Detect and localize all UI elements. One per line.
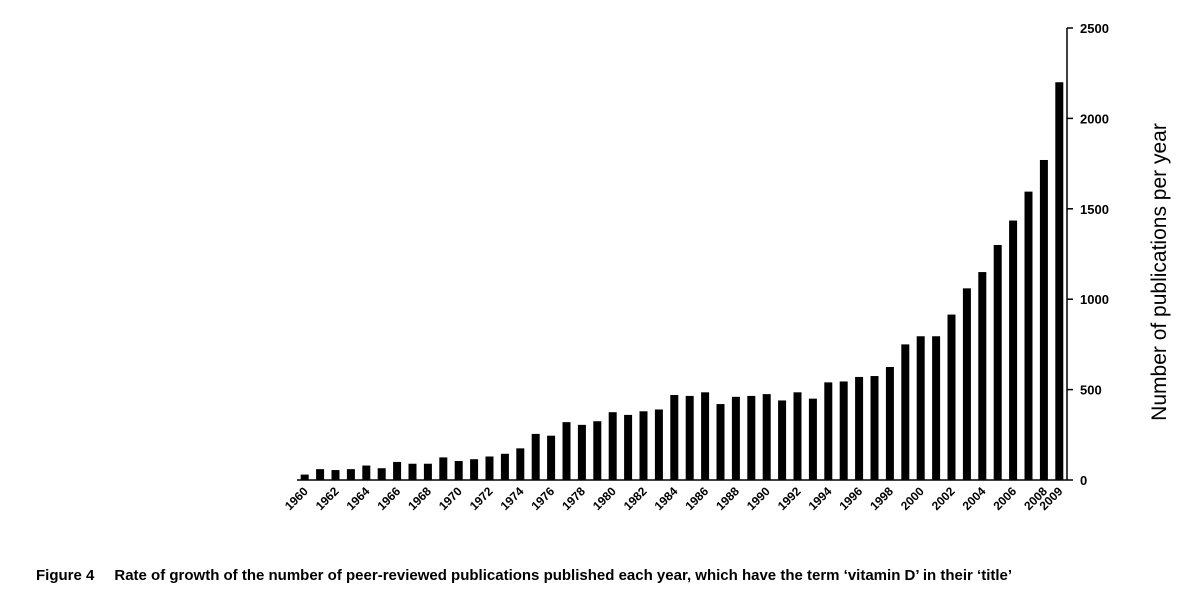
x-tick-label: 2000 [898, 484, 927, 513]
bar [932, 336, 941, 480]
bar [793, 392, 802, 480]
bar [377, 468, 386, 480]
x-tick-label: 1960 [282, 484, 311, 513]
bar [362, 465, 371, 480]
bar [1024, 191, 1033, 480]
bar [747, 395, 756, 480]
x-tick-label: 1976 [528, 484, 557, 513]
bar [685, 395, 694, 480]
bar [393, 461, 402, 480]
x-tick-label: 1982 [621, 484, 650, 513]
x-tick-label: 1966 [374, 484, 403, 513]
bar [547, 435, 556, 480]
x-tick-label: 2004 [960, 484, 989, 513]
x-tick-label: 2002 [929, 484, 958, 513]
x-tick-label: 1986 [682, 484, 711, 513]
x-tick-label: 1992 [775, 484, 804, 513]
bar [824, 382, 833, 480]
bar [870, 376, 879, 480]
caption-label: Figure 4 [36, 567, 95, 584]
bar [639, 411, 648, 480]
bar [839, 381, 848, 480]
bar [516, 448, 525, 480]
bar [408, 463, 417, 480]
bar [670, 395, 679, 480]
x-tick-label: 1998 [867, 484, 896, 513]
bar [331, 470, 340, 480]
bar [762, 394, 771, 480]
bar [624, 414, 633, 480]
bar [454, 461, 463, 480]
bar [654, 409, 663, 480]
bar [1055, 82, 1064, 481]
x-tick-label: 1972 [467, 484, 496, 513]
x-tick-label: 1990 [744, 484, 773, 513]
bar [962, 288, 971, 480]
x-tick-label: 1962 [313, 484, 342, 513]
x-tick-label: 1980 [590, 484, 619, 513]
bar [1039, 159, 1048, 480]
bar [901, 344, 910, 480]
y-axis-label: Number of publications per year [1148, 123, 1171, 421]
x-tick-label: 1974 [498, 484, 527, 513]
x-tick-label: 1994 [806, 484, 835, 513]
bar [778, 400, 787, 480]
bar [531, 433, 540, 480]
y-tick-label: 1500 [1080, 202, 1109, 217]
bar [885, 367, 894, 480]
y-tick-label: 2000 [1080, 111, 1109, 126]
bar [701, 392, 710, 480]
y-tick-label: 2500 [1080, 21, 1109, 36]
x-tick-label: 1988 [713, 484, 742, 513]
bar [470, 459, 479, 480]
bar [978, 272, 987, 480]
bar [316, 469, 325, 480]
bar [916, 336, 925, 480]
y-tick-label: 0 [1080, 473, 1087, 488]
bar [562, 422, 571, 480]
bar [346, 469, 355, 480]
y-tick-label: 500 [1080, 383, 1102, 398]
bar [300, 474, 309, 480]
bar [593, 421, 602, 480]
y-tick-label: 1000 [1080, 292, 1109, 307]
x-tick-label: 1978 [559, 484, 588, 513]
bar [439, 457, 448, 480]
bar [577, 424, 586, 480]
x-tick-label: 1968 [405, 484, 434, 513]
x-tick-label: 2006 [990, 484, 1019, 513]
bar [731, 396, 740, 480]
x-tick-label: 1970 [436, 484, 465, 513]
bar [947, 314, 956, 480]
bar [423, 463, 432, 480]
bar [485, 456, 494, 480]
caption-text: Rate of growth of the number of peer-rev… [114, 567, 1012, 584]
bar [500, 453, 509, 480]
bar [855, 376, 864, 480]
bar [1009, 220, 1018, 480]
figure-caption: Figure 4 Rate of growth of the number of … [36, 567, 1012, 584]
bar [716, 404, 725, 480]
bar [808, 398, 817, 480]
x-tick-label: 1996 [836, 484, 865, 513]
bar [608, 412, 617, 480]
x-tick-label: 1964 [344, 484, 373, 513]
bar [993, 244, 1002, 480]
x-tick-label: 1984 [652, 484, 681, 513]
